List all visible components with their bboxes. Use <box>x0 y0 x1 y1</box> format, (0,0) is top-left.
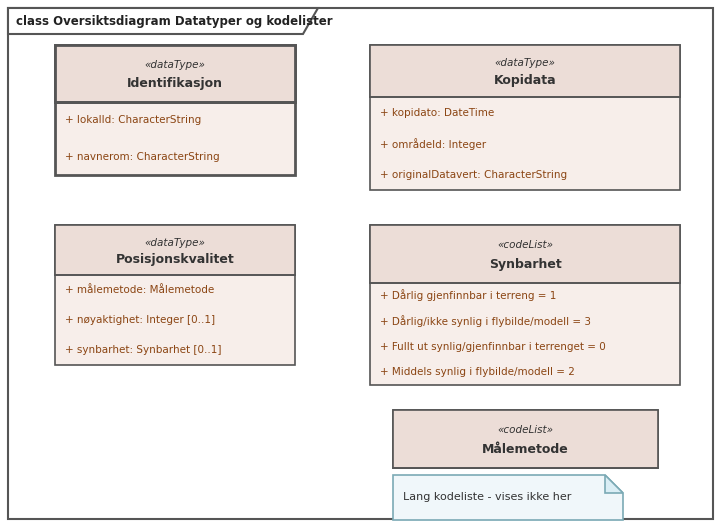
Bar <box>370 45 680 190</box>
Text: «codeList»: «codeList» <box>497 425 554 435</box>
Text: + Dårlig gjenfinnbar i terreng = 1: + Dårlig gjenfinnbar i terreng = 1 <box>380 289 557 301</box>
Text: Målemetode: Målemetode <box>482 443 569 456</box>
Text: + nøyaktighet: Integer [0..1]: + nøyaktighet: Integer [0..1] <box>65 315 215 325</box>
Bar <box>370 225 680 282</box>
Bar <box>55 225 295 365</box>
Text: + Middels synlig i flybilde/modell = 2: + Middels synlig i flybilde/modell = 2 <box>380 367 575 377</box>
Bar <box>370 45 680 97</box>
Text: + Fullt ut synlig/gjenfinnbar i terrenget = 0: + Fullt ut synlig/gjenfinnbar i terrenge… <box>380 341 606 352</box>
Polygon shape <box>393 475 623 520</box>
Polygon shape <box>8 8 318 34</box>
Text: «dataType»: «dataType» <box>495 58 555 69</box>
Bar <box>55 225 295 276</box>
Bar <box>55 45 295 102</box>
Text: + navnerom: CharacterString: + navnerom: CharacterString <box>65 152 220 162</box>
Text: + målemetode: Målemetode: + målemetode: Målemetode <box>65 285 214 295</box>
Bar <box>393 410 658 468</box>
Text: Kopidata: Kopidata <box>494 74 557 87</box>
Text: «dataType»: «dataType» <box>145 238 205 248</box>
Bar <box>370 225 680 385</box>
Text: Posisjonskvalitet: Posisjonskvalitet <box>115 253 234 266</box>
Bar <box>393 410 658 468</box>
Text: + originalDatavert: CharacterString: + originalDatavert: CharacterString <box>380 170 567 180</box>
Text: «dataType»: «dataType» <box>145 60 205 70</box>
Text: + synbarhet: Synbarhet [0..1]: + synbarhet: Synbarhet [0..1] <box>65 345 221 355</box>
Text: + Dårlig/ikke synlig i flybilde/modell = 3: + Dårlig/ikke synlig i flybilde/modell =… <box>380 315 591 327</box>
Text: + områdeId: Integer: + områdeId: Integer <box>380 138 486 150</box>
Text: + kopidato: DateTime: + kopidato: DateTime <box>380 108 495 118</box>
Text: Synbarhet: Synbarhet <box>489 258 562 271</box>
Text: Identifikasjon: Identifikasjon <box>127 77 223 91</box>
Text: class Oversiktsdiagram Datatyper og kodelister: class Oversiktsdiagram Datatyper og kode… <box>16 15 332 27</box>
Bar <box>55 45 295 175</box>
Polygon shape <box>605 475 623 493</box>
Text: + lokalId: CharacterString: + lokalId: CharacterString <box>65 115 201 125</box>
Text: «codeList»: «codeList» <box>497 240 553 250</box>
Text: Lang kodeliste - vises ikke her: Lang kodeliste - vises ikke her <box>403 493 571 503</box>
